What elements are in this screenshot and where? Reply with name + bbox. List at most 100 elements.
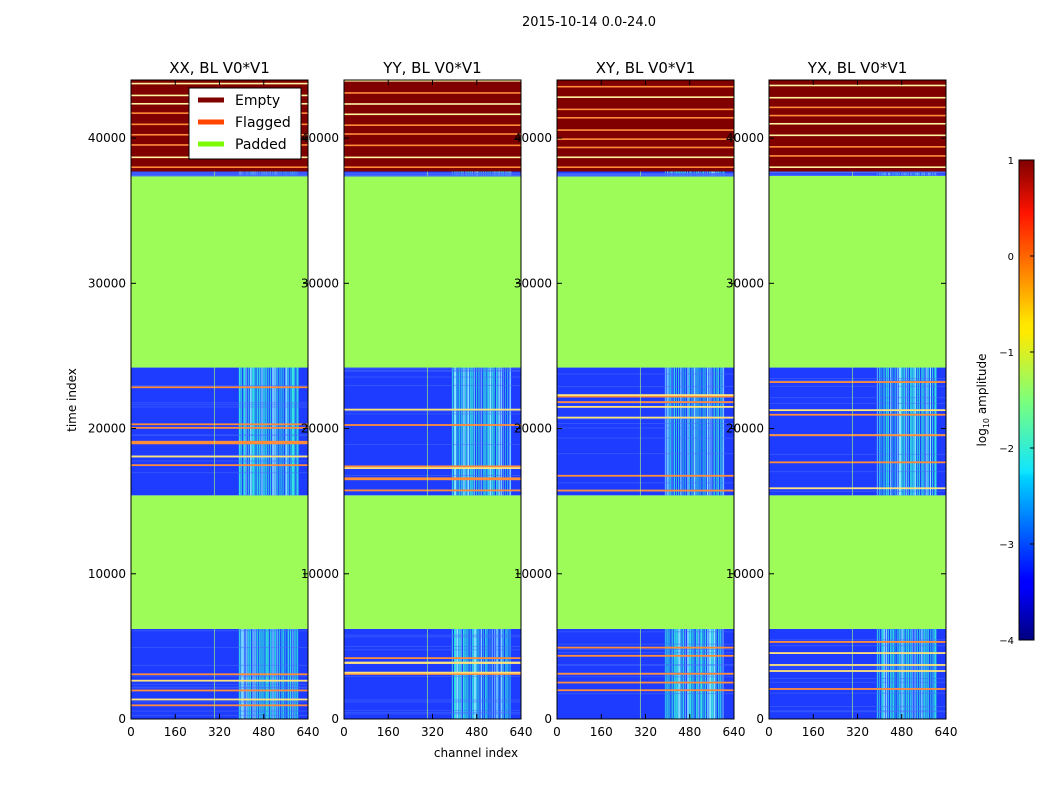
- bright-channel-stripe: [887, 367, 889, 496]
- noise-streak: [344, 369, 521, 371]
- bright-channel-stripe: [910, 367, 912, 496]
- bright-channel-stripe: [883, 367, 885, 496]
- noise-streak: [557, 693, 734, 695]
- padded-region: [557, 495, 734, 629]
- flag-channel: [639, 171, 641, 176]
- bright-channel-stripe: [883, 171, 886, 176]
- empty-flag-line: [769, 122, 946, 125]
- panels-layer: XX, BL V0*V1 0 160 320 480 640 0 10000 20000 3000…: [88, 59, 958, 739]
- x-tick-label: 160: [590, 725, 613, 739]
- empty-flag-line: [769, 134, 946, 137]
- noise-streak: [769, 639, 946, 641]
- y-tick-label: 30000: [301, 276, 339, 290]
- bright-channel-stripe: [504, 367, 506, 496]
- bright-channel-stripe: [487, 367, 490, 496]
- bright-channel-stripe: [896, 171, 899, 176]
- empty-flag-line: [557, 85, 734, 88]
- bright-channel-stripe: [507, 367, 509, 496]
- bright-channel-stripe: [934, 367, 937, 496]
- noise-streak: [131, 630, 308, 632]
- heatmap-image: [131, 80, 308, 719]
- bright-channel-stripe: [678, 367, 680, 496]
- noise-streak: [131, 686, 308, 688]
- bright-channel-stripe: [927, 628, 929, 719]
- bright-channel-stripe: [465, 367, 467, 496]
- noise-streak: [131, 384, 308, 386]
- y-tick-label: 0: [118, 712, 126, 726]
- bright-channel-stripe: [879, 628, 881, 719]
- bright-channel-stripe: [700, 367, 702, 496]
- y-tick-label: 10000: [726, 567, 764, 581]
- noise-streak: [557, 418, 734, 420]
- noise-streak: [344, 713, 521, 715]
- bright-channel-stripe: [916, 171, 919, 176]
- bright-channel-stripe: [680, 367, 682, 496]
- y-tick-label: 10000: [514, 567, 552, 581]
- noise-streak: [557, 386, 734, 388]
- panel-title: YX, BL V0*V1: [807, 59, 908, 77]
- bright-channel-stripe: [914, 628, 916, 719]
- bright-channel-stripe: [883, 628, 886, 719]
- bright-channel-stripe: [722, 367, 725, 496]
- data-region: [557, 367, 734, 496]
- flag-line: [557, 489, 734, 492]
- bright-channel-stripe: [918, 171, 921, 176]
- flag-line: [131, 698, 308, 701]
- bright-channel-stripe: [489, 367, 492, 496]
- flag-line: [557, 474, 734, 477]
- flag-line: [344, 477, 521, 480]
- empty-flag-line: [344, 166, 521, 169]
- noise-streak: [557, 664, 734, 666]
- bright-channel-stripe: [934, 171, 937, 176]
- y-tick-label: 0: [331, 712, 339, 726]
- bright-channel-stripe: [267, 367, 269, 496]
- bright-channel-stripe: [294, 367, 296, 496]
- bright-channel-stripe: [265, 367, 267, 496]
- noise-streak: [769, 378, 946, 380]
- empty-flag-line: [344, 113, 521, 116]
- noise-streak: [557, 631, 734, 633]
- noise-streak: [769, 681, 946, 683]
- bright-channel-stripe: [887, 628, 889, 719]
- empty-flag-line: [769, 155, 946, 157]
- x-tick-label: 160: [377, 725, 400, 739]
- panel-yx: YX, BL V0*V1 0 160 320 480 640 0 10000 20000 3000…: [726, 59, 958, 739]
- colorbar: 10−1−2−3−4 log10 amplitude: [975, 156, 1035, 647]
- bright-channel-stripe: [291, 367, 295, 496]
- flag-line: [769, 670, 946, 672]
- bright-channel-stripe: [894, 171, 897, 176]
- empty-flag-line: [344, 124, 521, 126]
- bright-channel-stripe: [929, 628, 932, 719]
- colorbar-label-main: log: [975, 428, 989, 446]
- empty-flag-line: [557, 96, 734, 98]
- bright-channel-stripe: [892, 171, 894, 176]
- legend-label-empty: Empty: [235, 93, 280, 109]
- bright-channel-stripe: [890, 628, 892, 719]
- bright-channel-stripe: [927, 171, 930, 176]
- bright-channel-stripe: [916, 367, 919, 496]
- colorbar-label: log10 amplitude: [975, 354, 991, 447]
- noise-streak: [769, 706, 946, 708]
- flag-channel: [639, 628, 641, 719]
- empty-flag-line: [557, 166, 734, 169]
- noise-streak: [344, 709, 521, 711]
- bright-channel-stripe: [480, 367, 482, 496]
- x-tick-label: 480: [890, 725, 913, 739]
- noise-streak: [557, 482, 734, 484]
- noise-streak: [131, 664, 308, 666]
- bright-channel-stripe: [914, 171, 917, 176]
- flag-channel: [639, 367, 641, 496]
- noise-streak: [344, 368, 521, 370]
- legend-label-flagged: Flagged: [235, 115, 291, 131]
- y-tick-label: 40000: [514, 131, 552, 145]
- flag-line: [131, 442, 308, 445]
- noise-streak: [344, 172, 521, 174]
- bright-channel-stripe: [493, 367, 495, 496]
- bright-channel-stripe: [910, 171, 912, 176]
- bright-channel-stripe: [502, 367, 504, 496]
- noise-streak: [131, 174, 308, 176]
- bright-channel-stripe: [881, 628, 884, 719]
- noise-streak: [769, 380, 946, 382]
- bright-channel-stripe: [500, 367, 503, 496]
- y-tick-label: 20000: [88, 422, 126, 436]
